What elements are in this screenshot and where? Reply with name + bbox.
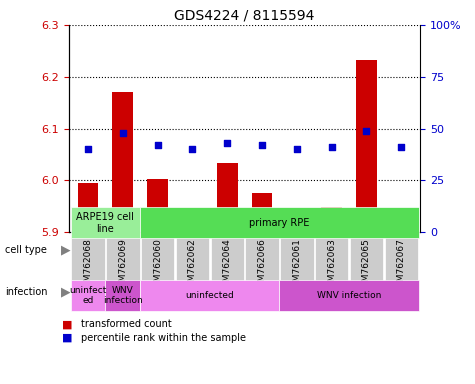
Point (258, 142, 266, 148)
Text: primary RPE: primary RPE (249, 218, 310, 228)
Text: GSM762064: GSM762064 (223, 238, 232, 293)
Bar (245, 234, 279, 311)
Text: ARPE19 cell
line: ARPE19 cell line (76, 212, 134, 233)
Bar (105, 280, 140, 311)
Text: ▶: ▶ (61, 243, 70, 256)
Title: GDS4224 / 8115594: GDS4224 / 8115594 (174, 8, 315, 22)
Text: GSM762067: GSM762067 (397, 238, 406, 293)
Text: ■: ■ (62, 333, 72, 343)
Bar (77, 182, 98, 232)
Bar (321, 207, 342, 232)
Bar (217, 163, 238, 232)
Bar (385, 234, 418, 311)
Bar (252, 193, 273, 232)
Point (362, 127, 370, 134)
Text: infection: infection (5, 287, 47, 297)
Point (293, 146, 301, 152)
Bar (140, 207, 418, 238)
Point (398, 144, 405, 151)
Text: percentile rank within the sample: percentile rank within the sample (81, 333, 246, 343)
Text: GSM762063: GSM762063 (327, 238, 336, 293)
Text: GSM762066: GSM762066 (257, 238, 266, 293)
Bar (140, 280, 279, 311)
Bar (391, 220, 412, 232)
Text: GSM762061: GSM762061 (292, 238, 301, 293)
Text: GSM762062: GSM762062 (188, 238, 197, 293)
Point (154, 142, 162, 148)
Bar (71, 207, 140, 238)
Text: uninfect
ed: uninfect ed (69, 286, 107, 305)
Text: ■: ■ (62, 319, 72, 329)
Bar (182, 220, 203, 232)
Bar (71, 280, 105, 311)
Bar (356, 60, 377, 232)
Bar (106, 234, 140, 311)
Bar (350, 234, 383, 311)
Text: GSM762068: GSM762068 (84, 238, 93, 293)
Text: GSM762065: GSM762065 (362, 238, 371, 293)
Bar (279, 280, 418, 311)
Text: cell type: cell type (5, 245, 47, 255)
Point (119, 130, 127, 136)
Bar (315, 234, 348, 311)
Point (84, 146, 92, 152)
Text: GSM762060: GSM762060 (153, 238, 162, 293)
Text: WNV
infection: WNV infection (103, 286, 142, 305)
Point (328, 144, 335, 151)
Point (223, 140, 231, 146)
Bar (280, 234, 314, 311)
Point (189, 146, 196, 152)
Text: GSM762069: GSM762069 (118, 238, 127, 293)
Bar (176, 234, 209, 311)
Bar (141, 234, 174, 311)
Bar (147, 179, 168, 232)
Text: uninfected: uninfected (185, 291, 234, 300)
Bar (210, 234, 244, 311)
Text: ▶: ▶ (61, 285, 70, 298)
Bar (286, 230, 307, 232)
Text: transformed count: transformed count (81, 319, 171, 329)
Text: WNV infection: WNV infection (317, 291, 381, 300)
Bar (71, 234, 104, 311)
Bar (113, 92, 133, 232)
